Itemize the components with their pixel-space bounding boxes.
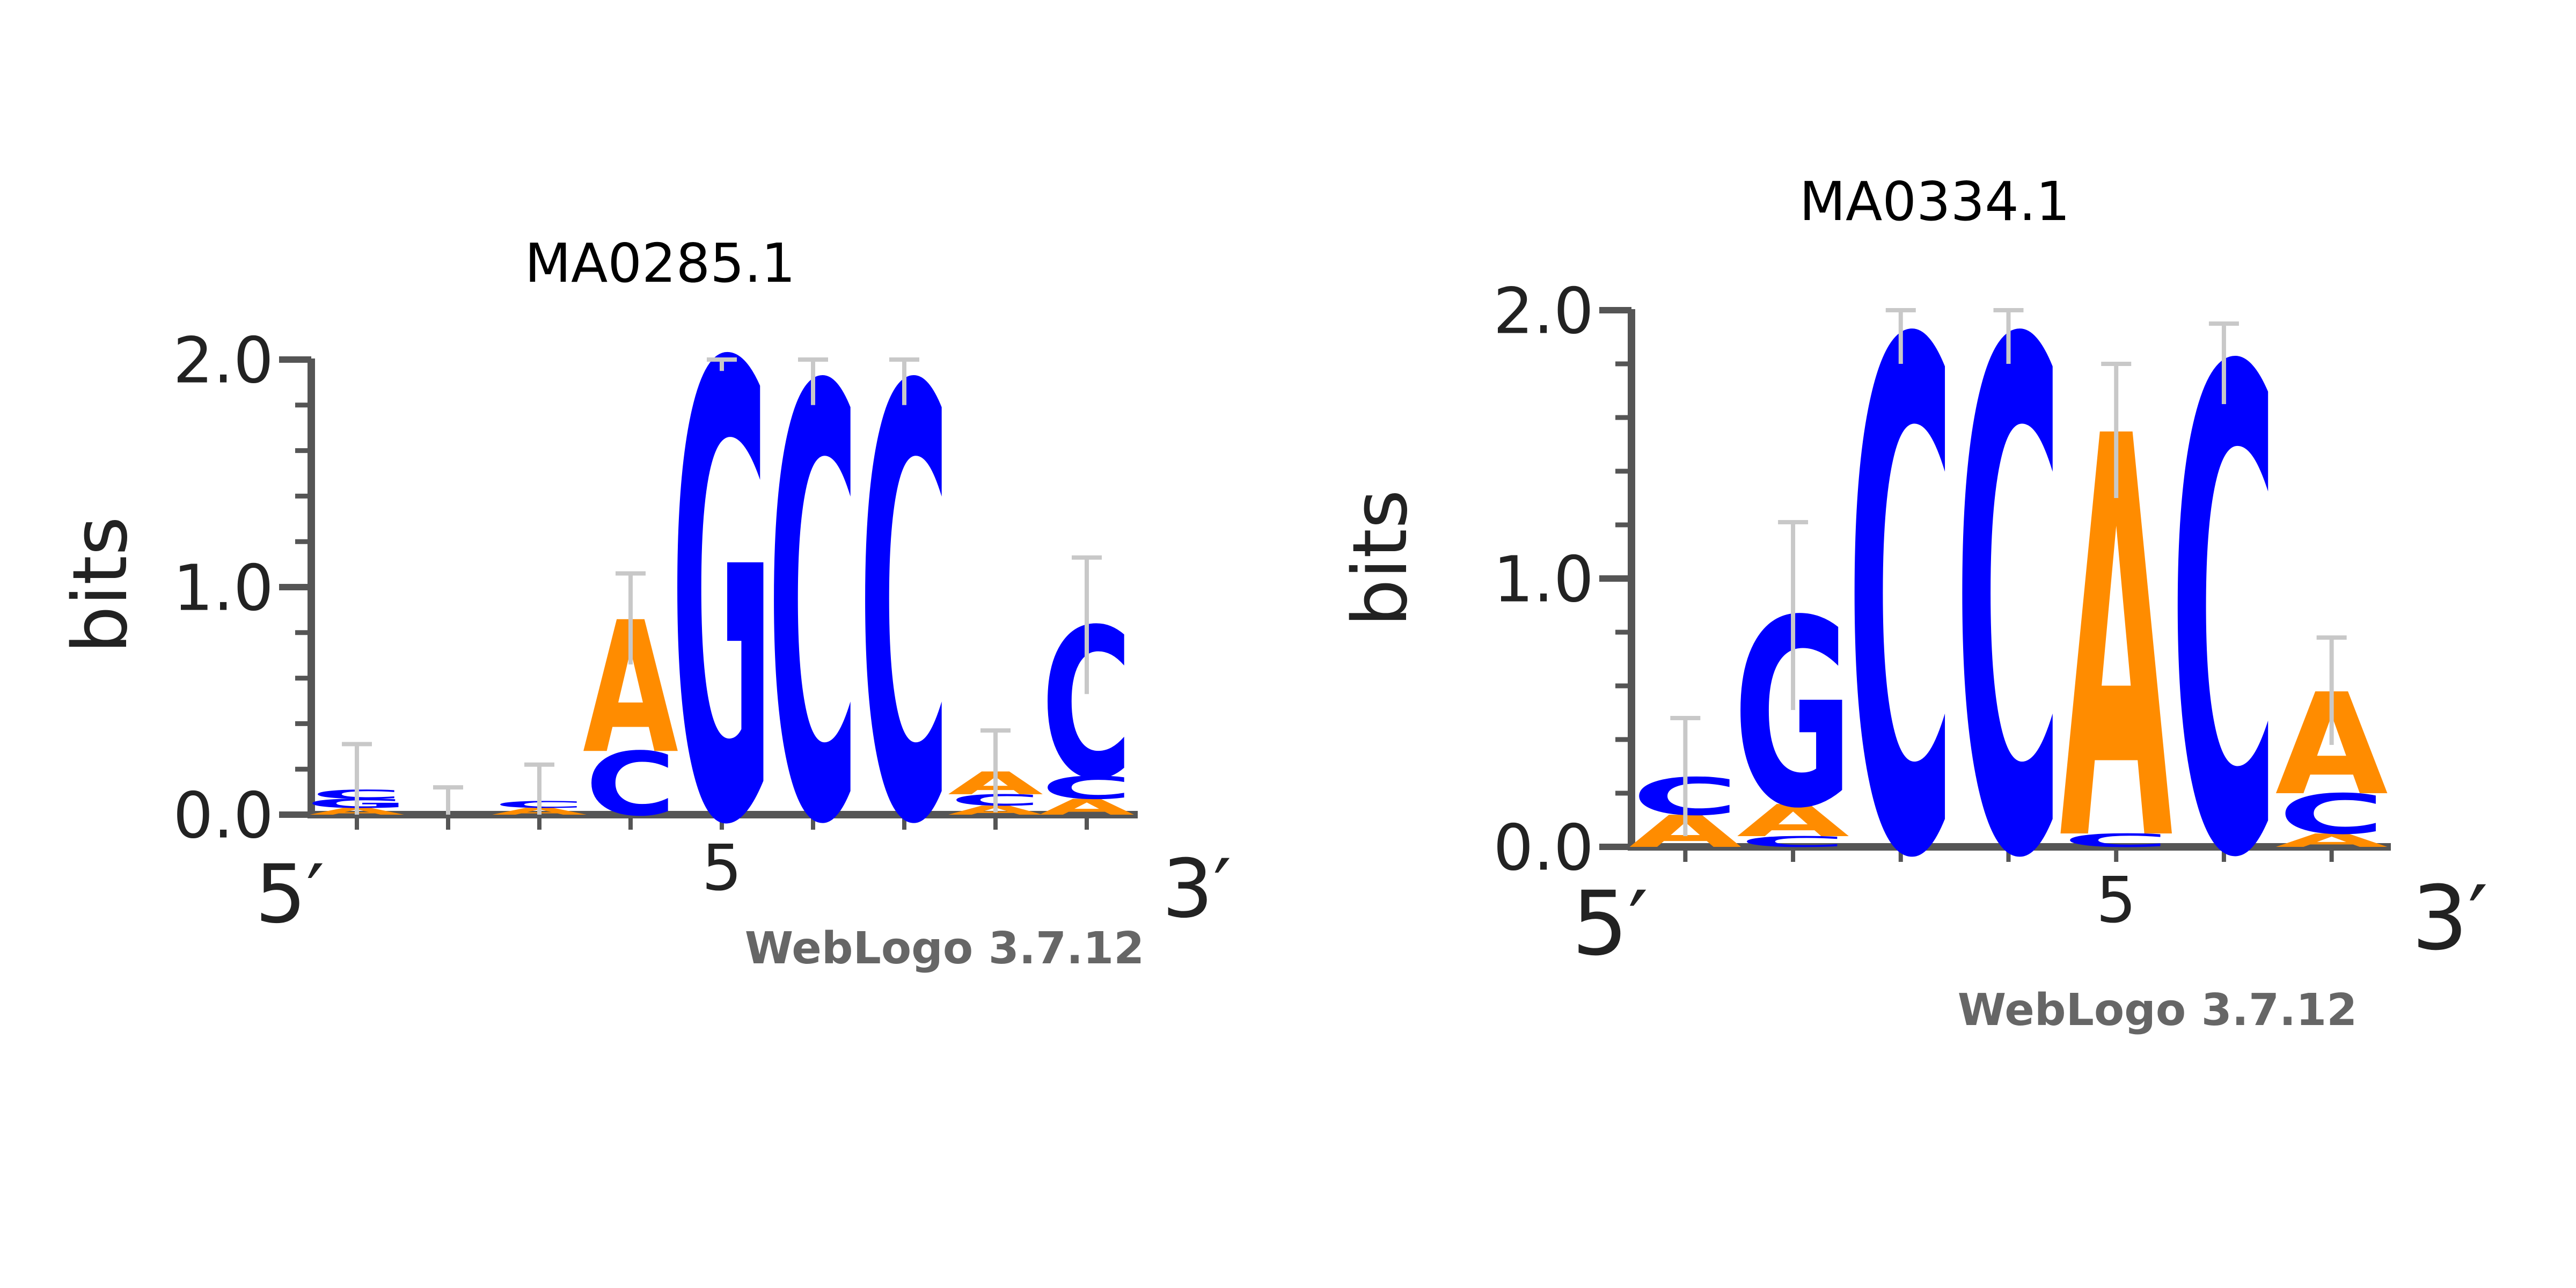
y-tick-label: 2.0 [1493, 274, 1594, 348]
x-tick-label: 5 [701, 831, 742, 905]
y-tick-label: 0.0 [1493, 810, 1594, 884]
logo-letter: A [1737, 795, 1849, 846]
y-axis-label: bits [57, 516, 144, 654]
y-tick-label: 0.0 [173, 778, 274, 852]
three-prime-label: 3′ [2412, 867, 2488, 970]
x-tick-label: 5 [2096, 863, 2136, 937]
weblogo-watermark: WebLogo 3.7.12 [1958, 985, 2358, 1036]
y-tick-label: 1.0 [1493, 542, 1594, 616]
logo-letter: C [1739, 833, 1846, 851]
logo-letter: C [586, 734, 676, 835]
y-tick-label: 2.0 [173, 323, 274, 397]
logo-letter: A [2275, 830, 2388, 851]
three-prime-label: 3′ [1162, 843, 1232, 936]
logo-letter: C [2278, 782, 2385, 847]
weblogo-watermark: WebLogo 3.7.12 [745, 923, 1145, 974]
y-tick-label: 1.0 [173, 551, 274, 625]
logo-panel-ma0334: MA0334.1 0.0 1.0 2.0 bits 5 5′ 3′ WebLogo 3.7.1… [1337, 170, 2488, 1036]
logo-letter: C [2063, 830, 2170, 851]
y-axis-label: bits [1337, 489, 1424, 627]
logo-letter: G [671, 237, 773, 962]
logo-title: MA0285.1 [525, 232, 796, 295]
logo-panel-ma0285: MA0285.1 0.0 1.0 2.0 bits 5 5′ 3′ WebLogo 3.7.1… [57, 232, 1232, 974]
logo-title: MA0334.1 [1799, 170, 2070, 233]
five-prime-label: 5′ [1572, 872, 1648, 975]
logo-letter: C [1042, 770, 1132, 806]
logo-letter: A [1039, 794, 1135, 819]
five-prime-label: 5′ [255, 848, 325, 941]
